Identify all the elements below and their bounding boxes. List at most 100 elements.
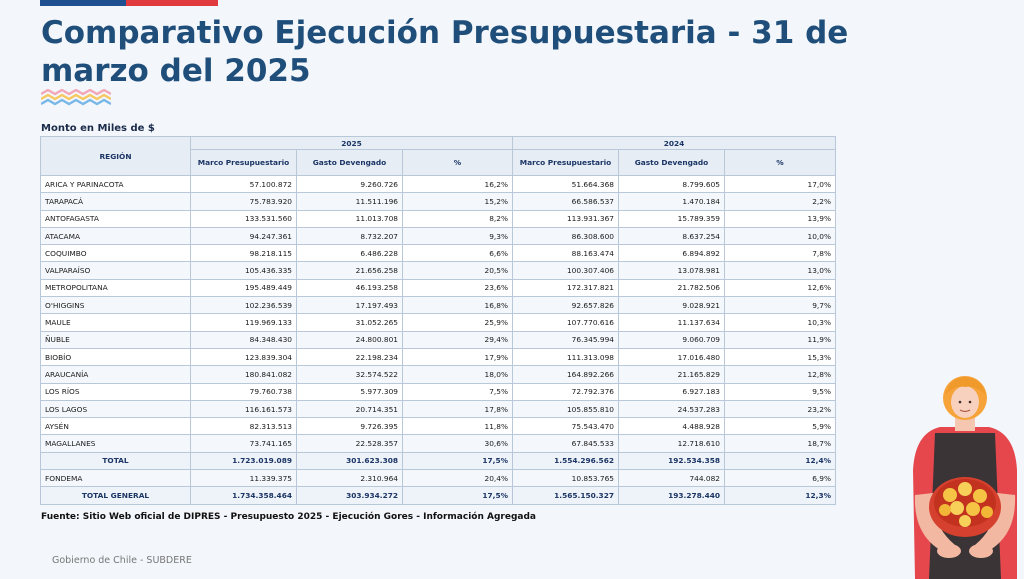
region-cell: ARICA Y PARINACOTA (40, 174, 191, 194)
flag-red-stripe (126, 0, 218, 6)
pct-2024-cell: 18,7% (724, 434, 836, 453)
region-cell: LOS LAGOS (40, 399, 191, 419)
marco-2024-cell: 111.313.098 (512, 347, 619, 367)
marco-2025-cell: 119.969.133 (190, 313, 297, 332)
table-row: MAGALLANES 73.741.165 22.528.357 30,6% 67.84… (40, 434, 836, 453)
pct-2024-cell: 9,7% (724, 296, 836, 315)
region-cell: MAULE (40, 313, 191, 332)
marco-2024-cell: 113.931.367 (512, 209, 619, 228)
gasto-2024-cell: 8.637.254 (618, 226, 725, 246)
source-note: Fuente: Sitio Web oficial de DIPRES - Pr… (41, 512, 536, 522)
gasto-2025-cell: 17.197.493 (296, 296, 403, 315)
marco-2024-cell: 10.853.765 (512, 469, 619, 488)
marco-2024-cell: 105.855.810 (512, 399, 619, 419)
region-cell: ATACAMA (40, 226, 191, 246)
table-row: ATACAMA 94.247.361 8.732.207 9,3% 86.308.600… (40, 226, 836, 246)
chile-flag-bar (40, 0, 218, 6)
marco-2025-cell: 123.839.304 (190, 347, 297, 367)
marco-2025-cell: 84.348.430 (190, 330, 297, 349)
table-row: O'HIGGINS 102.236.539 17.197.493 16,8% 92.65… (40, 296, 836, 315)
pct-2025-cell: 29,4% (402, 330, 513, 349)
pct-2024-cell: 12,3% (724, 486, 836, 505)
table-row: ANTOFAGASTA 133.531.560 11.013.708 8,2% 113.… (40, 209, 836, 228)
footer-text: Gobierno de Chile - SUBDERE (52, 555, 192, 566)
pct-2025-cell: 15,2% (402, 192, 513, 211)
unit-label: Monto en Miles de $ (41, 123, 155, 134)
pct-2024-cell: 5,9% (724, 417, 836, 436)
marco-2024-cell: 1.554.296.562 (512, 451, 619, 471)
marco-2025-cell: 11.339.375 (190, 469, 297, 488)
year-2025-header: 2025 (190, 136, 513, 150)
marco-2025-cell: 98.218.115 (190, 244, 297, 263)
gasto-2025-cell: 11.013.708 (296, 209, 403, 228)
pct-2025-cell: 7,5% (402, 382, 513, 401)
pct-2025-cell: 25,9% (402, 313, 513, 332)
region-cell: AYSÉN (40, 417, 191, 436)
marco-2024-cell: 67.845.533 (512, 434, 619, 453)
gasto-2024-cell: 1.470.184 (618, 192, 725, 211)
table-row: LOS LAGOS 116.161.573 20.714.351 17,8% 105.8… (40, 399, 836, 419)
table-total-row: TOTAL GENERAL 1.734.358.464 303.934.272 17,… (40, 486, 836, 505)
pct-2024-cell: 10,3% (724, 313, 836, 332)
pct-2025-cell: 17,5% (402, 451, 513, 471)
pct-2024-cell: 11,9% (724, 330, 836, 349)
marco-2025-cell: 1.723.019.089 (190, 451, 297, 471)
marco-2025-cell: 105.436.335 (190, 261, 297, 280)
region-cell: COQUIMBO (40, 244, 191, 263)
region-cell: ARAUCANÍA (40, 365, 191, 384)
pct-2024-cell: 15,3% (724, 347, 836, 367)
table-row: VALPARAÍSO 105.436.335 21.656.258 20,5% 100.… (40, 261, 836, 280)
table-row: ARICA Y PARINACOTA 57.100.872 9.260.726 16,… (40, 174, 836, 194)
pct-2024-cell: 13,9% (724, 209, 836, 228)
pct-2024-cell: 10,0% (724, 226, 836, 246)
table-row: METROPOLITANA 195.489.449 46.193.258 23,6% 1… (40, 278, 836, 298)
region-cell: METROPOLITANA (40, 278, 191, 298)
marco-2024-cell: 66.586.537 (512, 192, 619, 211)
gasto-2025-cell: 21.656.258 (296, 261, 403, 280)
gasto-2025-cell: 20.714.351 (296, 399, 403, 419)
region-cell: TARAPACÁ (40, 192, 191, 211)
pct-2025-cell: 20,4% (402, 469, 513, 488)
table-total-row: TOTAL 1.723.019.089 301.623.308 17,5% 1.554.… (40, 451, 836, 471)
pct-2025-cell: 6,6% (402, 244, 513, 263)
marco-2024-cell: 100.307.406 (512, 261, 619, 280)
pct-2025-cell: 11,8% (402, 417, 513, 436)
pct-2024-cell: 9,5% (724, 382, 836, 401)
gasto-2025-cell: 22.198.234 (296, 347, 403, 367)
pct-2025-cell: 17,8% (402, 399, 513, 419)
marco-2025-header: Marco Presupuestario (190, 149, 297, 176)
gasto-2024-cell: 744.082 (618, 469, 725, 488)
marco-2024-cell: 72.792.376 (512, 382, 619, 401)
gasto-2024-cell: 6.894.892 (618, 244, 725, 263)
pct-2024-cell: 23,2% (724, 399, 836, 419)
woman-holding-basket-illustration (913, 376, 1017, 579)
gasto-2025-cell: 11.511.196 (296, 192, 403, 211)
pct-2025-cell: 16,2% (402, 174, 513, 194)
pct-2024-cell: 2,2% (724, 192, 836, 211)
region-cell: ÑUBLE (40, 330, 191, 349)
pct-2025-cell: 23,6% (402, 278, 513, 298)
flag-blue-stripe (40, 0, 126, 6)
gasto-2025-cell: 2.310.964 (296, 469, 403, 488)
pct-2025-header: % (402, 149, 513, 176)
marco-2024-cell: 172.317.821 (512, 278, 619, 298)
marco-2025-cell: 82.313.513 (190, 417, 297, 436)
gasto-2025-cell: 22.528.357 (296, 434, 403, 453)
region-cell: LOS RÍOS (40, 382, 191, 401)
gasto-2024-header: Gasto Devengado (618, 149, 725, 176)
pct-2025-cell: 9,3% (402, 226, 513, 246)
gasto-2024-cell: 9.060.709 (618, 330, 725, 349)
gasto-2025-cell: 8.732.207 (296, 226, 403, 246)
gasto-2025-cell: 9.260.726 (296, 174, 403, 194)
region-cell: O'HIGGINS (40, 296, 191, 315)
pct-2025-cell: 8,2% (402, 209, 513, 228)
marco-2025-cell: 79.760.738 (190, 382, 297, 401)
gasto-2025-cell: 301.623.308 (296, 451, 403, 471)
pct-2024-cell: 6,9% (724, 469, 836, 488)
pct-2025-cell: 18,0% (402, 365, 513, 384)
marco-2024-header: Marco Presupuestario (512, 149, 619, 176)
gasto-2024-cell: 21.165.829 (618, 365, 725, 384)
gasto-2024-cell: 15.789.359 (618, 209, 725, 228)
gasto-2024-cell: 11.137.634 (618, 313, 725, 332)
marco-2025-cell: 133.531.560 (190, 209, 297, 228)
